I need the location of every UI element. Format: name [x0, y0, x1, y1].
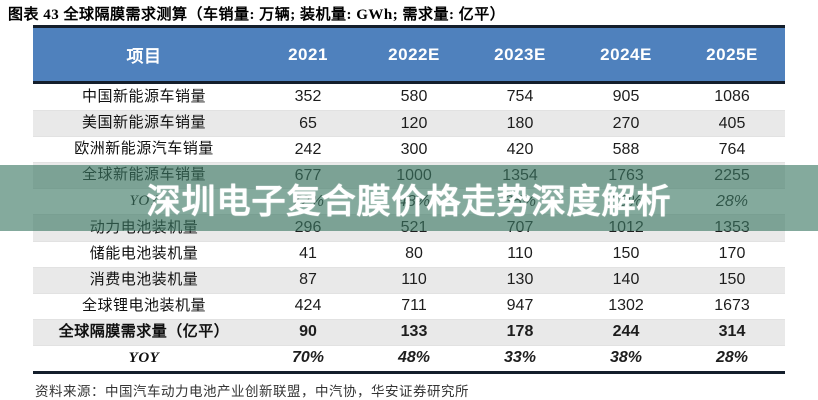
col-header-year: 2025E [706, 44, 758, 64]
cell-value: 711 [401, 297, 427, 315]
table-row: 欧洲新能源汽车销量 242 300 420 588 764 [33, 136, 785, 163]
cell-value: 424 [294, 297, 322, 315]
cell-value: 244 [612, 323, 640, 341]
row-label: 欧洲新能源汽车销量 [74, 141, 214, 158]
cell-value: 150 [612, 245, 640, 263]
cell-value: 1302 [608, 297, 644, 315]
cell-value: 150 [718, 271, 746, 289]
cell-value: 90 [299, 323, 317, 341]
cell-value: 405 [718, 114, 746, 132]
col-header-item: 项目 [126, 47, 162, 66]
watermark-banner: 深圳电子复合膜价格走势深度解析 [0, 165, 818, 231]
col-header-year: 2024E [600, 44, 652, 64]
cell-value: 764 [718, 140, 746, 158]
cell-value: 1673 [714, 297, 750, 315]
table-row: 中国新能源车销量 352 580 754 905 1086 [33, 84, 785, 111]
cell-value: 140 [612, 271, 640, 289]
cell-value: 130 [506, 271, 534, 289]
row-label: 消费电池装机量 [89, 271, 199, 288]
cell-value: 754 [506, 88, 534, 106]
table-row: 消费电池装机量 87 110 130 140 150 [33, 266, 785, 293]
table-row: 储能电池装机量 41 80 110 150 170 [33, 240, 785, 267]
table-row: 美国新能源车销量 65 120 180 270 405 [33, 110, 785, 137]
col-header-year: 2022E [388, 44, 440, 64]
cell-value: 70% [291, 349, 325, 367]
table-row: 全球锂电池装机量 424 711 947 1302 1673 [33, 292, 785, 319]
row-label: YOY [128, 349, 160, 366]
table-row: YOY 70% 48% 33% 38% 28% [33, 344, 785, 372]
cell-value: 33% [503, 349, 537, 367]
watermark-headline: 深圳电子复合膜价格走势深度解析 [146, 182, 672, 221]
cell-value: 1086 [714, 88, 750, 106]
row-label: 美国新能源车销量 [81, 115, 206, 132]
cell-value: 48% [397, 349, 431, 367]
cell-value: 420 [506, 140, 534, 158]
row-label: 中国新能源车销量 [81, 88, 206, 105]
row-label: 全球隔膜需求量（亿平） [58, 323, 230, 340]
cell-value: 178 [506, 323, 534, 341]
cell-value: 947 [506, 297, 534, 315]
cell-value: 270 [612, 114, 640, 132]
cell-value: 242 [294, 140, 322, 158]
cell-value: 314 [718, 323, 746, 341]
cell-value: 133 [400, 323, 428, 341]
figure-title: 图表 43 全球隔膜需求测算（车销量: 万辆; 装机量: GWh; 需求量: 亿… [8, 7, 506, 23]
cell-value: 352 [294, 88, 322, 106]
cell-value: 87 [299, 271, 317, 289]
table-header-row: 项目 2021 2022E 2023E 2024E 2025E [33, 25, 785, 84]
row-label: 储能电池装机量 [89, 245, 199, 262]
cell-value: 28% [715, 349, 749, 367]
cell-value: 580 [400, 88, 428, 106]
col-header-year: 2021 [288, 44, 328, 64]
cell-value: 170 [718, 245, 746, 263]
cell-value: 120 [400, 114, 428, 132]
table-row: 全球隔膜需求量（亿平） 90 133 178 244 314 [33, 318, 785, 345]
cell-value: 65 [299, 114, 317, 132]
row-label: 全球锂电池装机量 [81, 297, 206, 314]
cell-value: 80 [405, 245, 423, 263]
cell-value: 588 [612, 140, 640, 158]
cell-value: 38% [609, 349, 643, 367]
cell-value: 300 [400, 140, 428, 158]
source-note: 资料来源：中国汽车动力电池产业创新联盟，中汽协，华安证券研究所 [35, 384, 469, 399]
cell-value: 180 [506, 114, 534, 132]
cell-value: 41 [299, 245, 317, 263]
col-header-year: 2023E [494, 44, 546, 64]
cell-value: 110 [401, 271, 427, 289]
cell-value: 905 [612, 88, 640, 106]
cell-value: 110 [507, 245, 533, 263]
